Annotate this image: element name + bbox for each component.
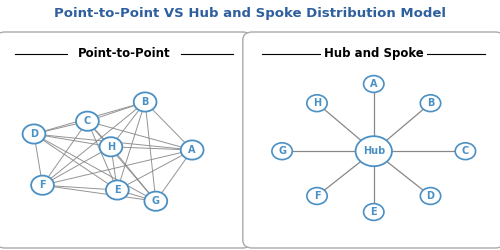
Circle shape (420, 95, 440, 112)
Text: F: F (314, 191, 320, 201)
Circle shape (364, 76, 384, 92)
Text: Point-to-Point VS Hub and Spoke Distribution Model: Point-to-Point VS Hub and Spoke Distribu… (54, 8, 446, 20)
Text: C: C (84, 116, 91, 126)
Circle shape (100, 137, 122, 156)
Circle shape (272, 143, 292, 160)
Text: Hub and Spoke: Hub and Spoke (324, 48, 424, 60)
Circle shape (420, 188, 440, 204)
Circle shape (356, 136, 392, 166)
Text: B: B (142, 97, 149, 107)
Circle shape (307, 188, 327, 204)
Text: H: H (313, 98, 321, 108)
Text: A: A (370, 79, 378, 89)
Text: D: D (30, 129, 38, 139)
Circle shape (144, 192, 167, 211)
Circle shape (134, 92, 156, 112)
Text: E: E (370, 207, 377, 217)
Text: Hub: Hub (362, 146, 385, 156)
Circle shape (76, 112, 99, 131)
Circle shape (22, 124, 46, 144)
Text: H: H (107, 142, 115, 152)
Circle shape (307, 95, 327, 112)
Text: G: G (278, 146, 286, 156)
Text: C: C (462, 146, 469, 156)
Text: G: G (152, 196, 160, 206)
Circle shape (31, 176, 54, 195)
Text: B: B (427, 98, 434, 108)
Text: D: D (426, 191, 434, 201)
Text: A: A (188, 145, 196, 155)
FancyBboxPatch shape (243, 32, 500, 248)
Circle shape (106, 180, 128, 200)
Circle shape (181, 140, 204, 160)
Circle shape (455, 143, 475, 160)
FancyBboxPatch shape (0, 32, 252, 248)
Circle shape (364, 204, 384, 220)
Text: F: F (39, 180, 46, 190)
Text: Point-to-Point: Point-to-Point (78, 48, 170, 60)
Text: E: E (114, 185, 120, 195)
